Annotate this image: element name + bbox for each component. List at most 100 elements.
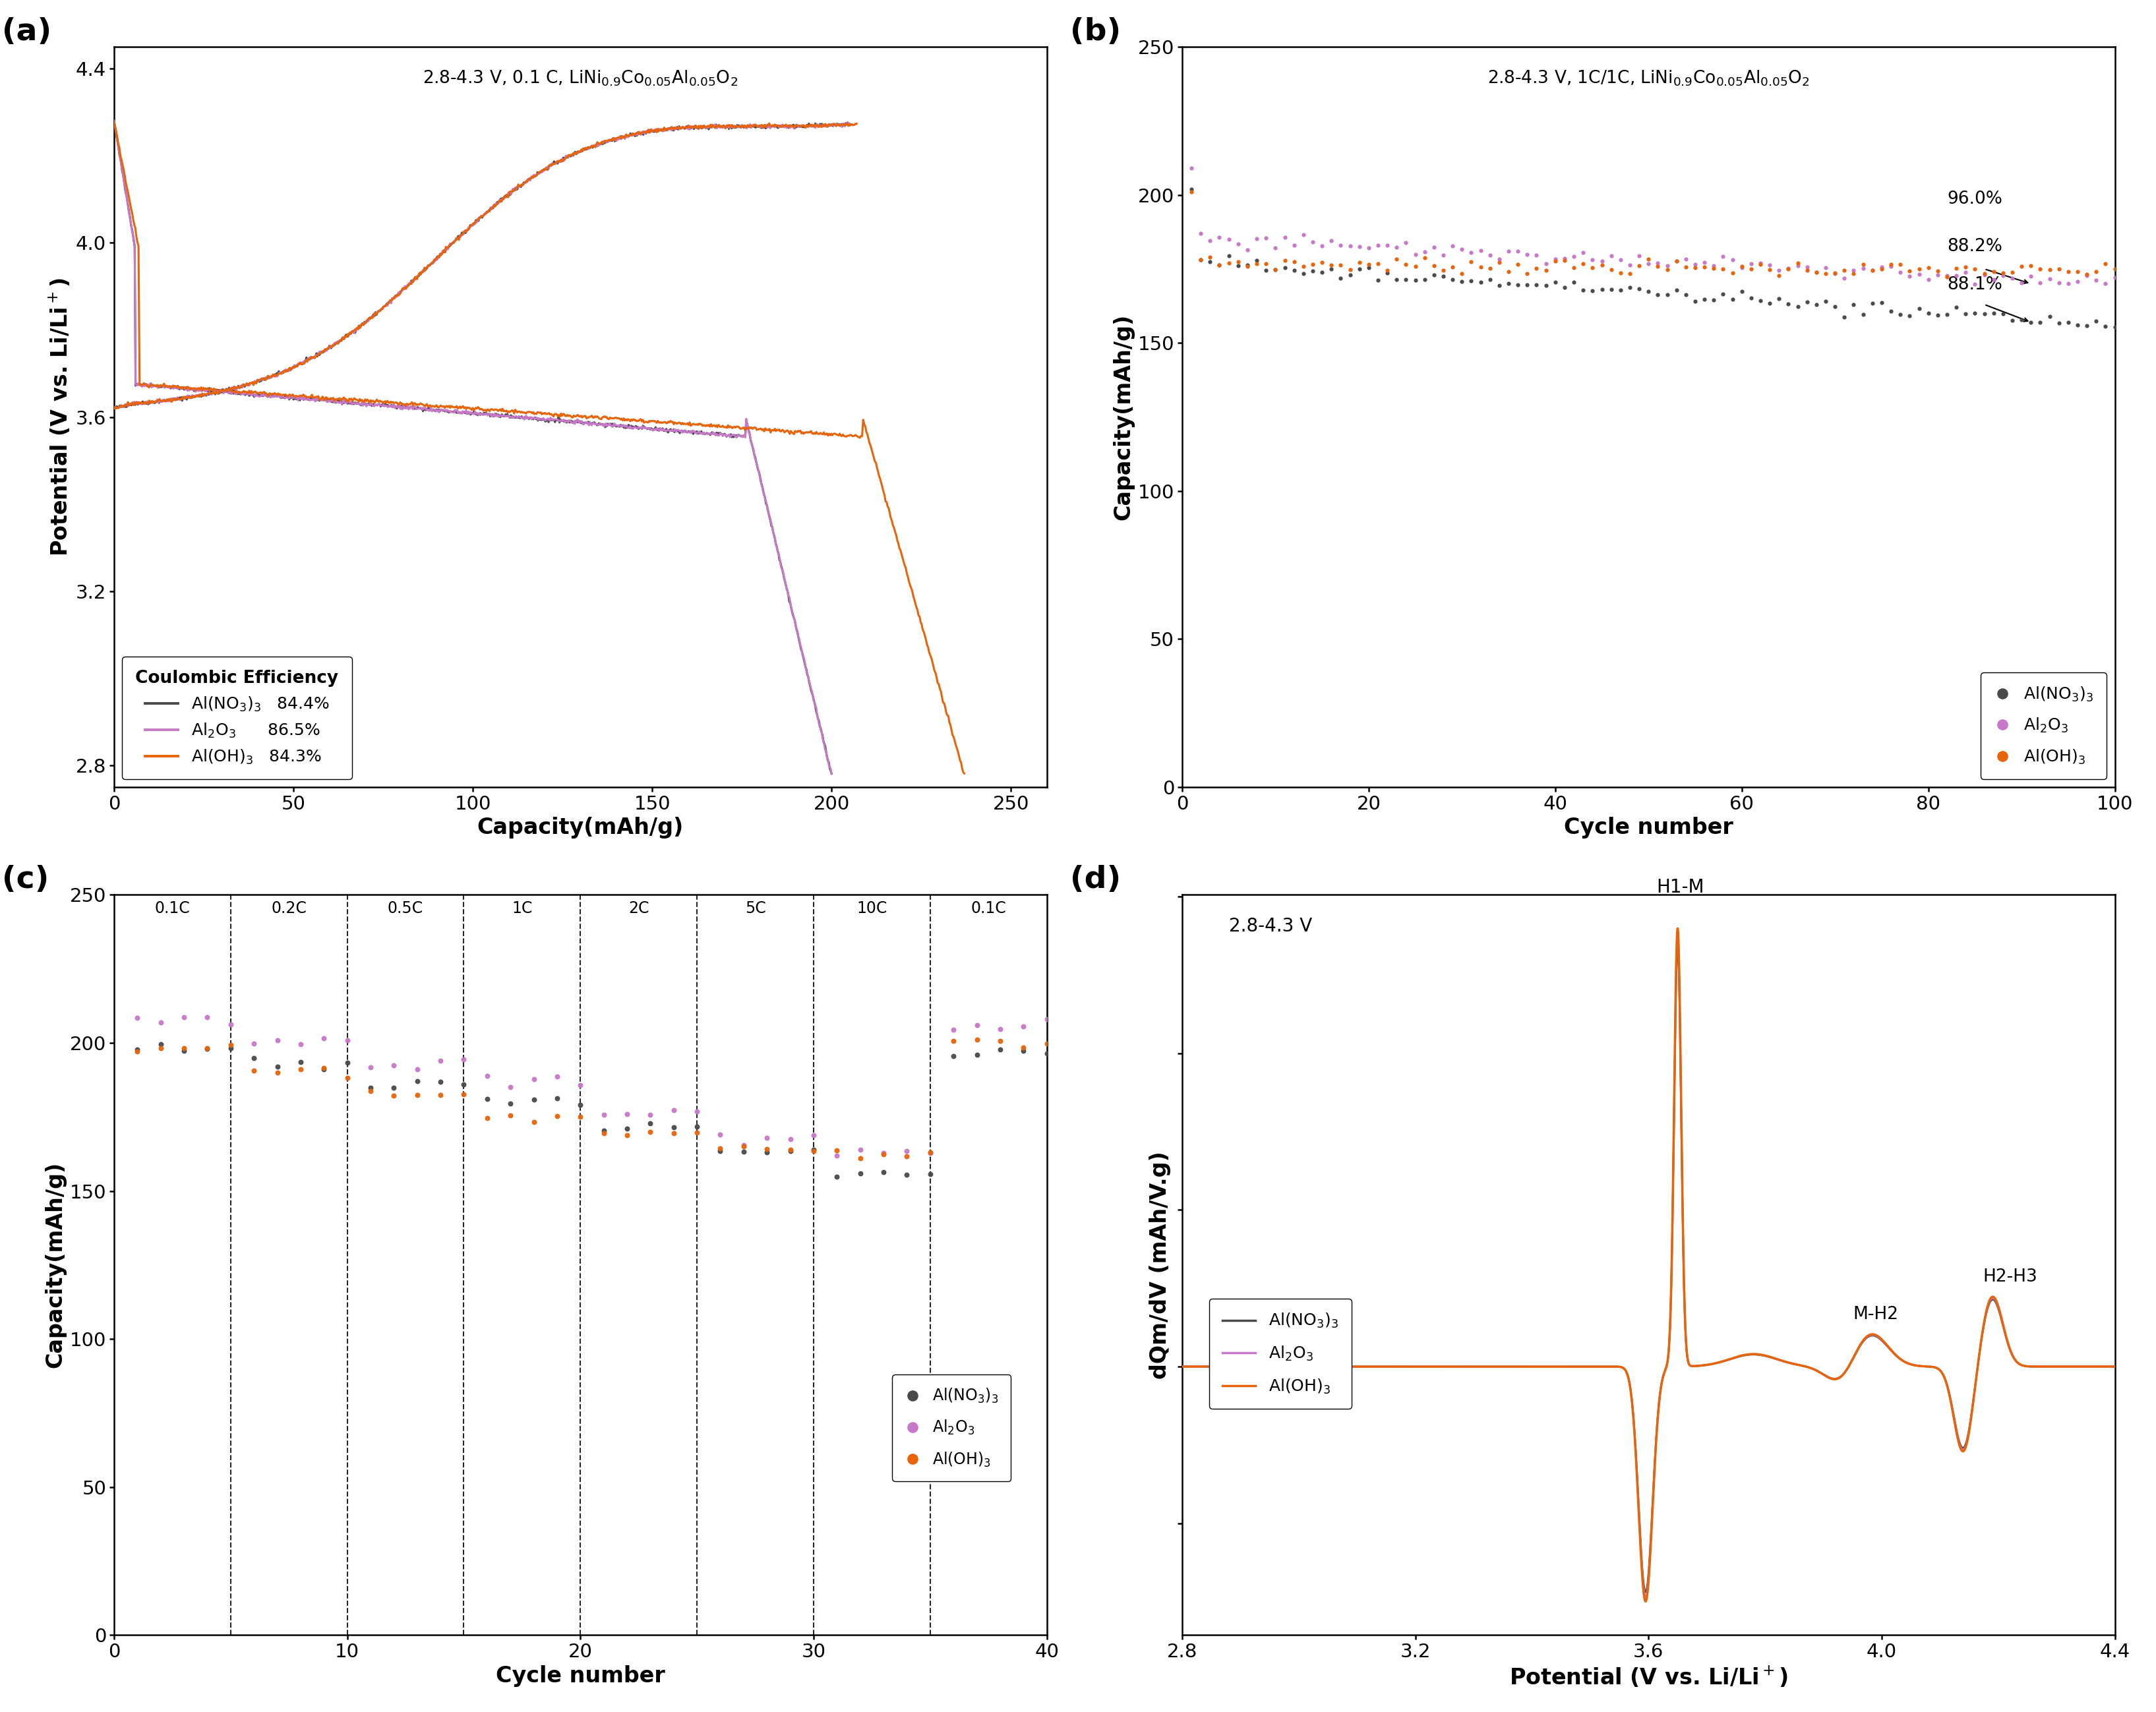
Point [1930,264,1964,291]
Point [1846,255,1880,282]
Point [1220,248,1255,276]
Point [144,1034,179,1061]
Point [867,1140,901,1168]
Point [539,1085,573,1113]
Point [1481,248,1516,276]
Point [1593,276,1628,303]
Point [1360,250,1395,277]
Point [2089,270,2124,298]
Point [750,1135,785,1162]
Point [1809,288,1843,315]
Point [610,1121,645,1149]
Point [750,1125,785,1152]
Point [1753,252,1787,279]
Point [1938,293,1973,320]
Point [1641,281,1675,308]
Point [1276,248,1311,276]
Text: 2.8-4.3 V: 2.8-4.3 V [1229,918,1313,935]
Point [1360,231,1395,259]
Point [1576,277,1611,305]
Point [1509,260,1544,288]
Point [610,1101,645,1128]
Point [2098,255,2132,282]
Point [2070,262,2104,289]
Point [1557,243,1591,270]
Point [1565,240,1600,267]
Point [399,1067,433,1094]
Point [774,1137,808,1164]
Point [1893,257,1927,284]
Point [1416,235,1451,262]
Point [1818,260,1852,288]
Point [1649,255,1684,282]
Text: 88.1%: 88.1% [1947,276,2003,294]
Point [610,1115,645,1142]
Point [2033,265,2068,293]
Y-axis label: Potential (V vs. Li/Li$^+$): Potential (V vs. Li/Li$^+$) [47,277,71,556]
Point [1031,1031,1065,1058]
Point [144,1008,179,1036]
Point [1397,240,1432,267]
Point [1949,253,1984,281]
Point [563,1072,597,1099]
Point [634,1118,668,1145]
Point [1453,240,1488,267]
Point [912,1138,946,1166]
X-axis label: Cycle number: Cycle number [496,1666,664,1686]
Point [1621,274,1656,301]
Point [843,1135,877,1162]
Point [1705,243,1740,270]
Point [1744,250,1779,277]
Point [1949,300,1984,327]
Point [1296,257,1330,284]
Point [1826,264,1861,291]
Point [261,1027,295,1055]
Point [1501,238,1535,265]
Point [1744,250,1779,277]
Point [1613,252,1647,279]
Point [1304,233,1339,260]
Point [1175,154,1210,181]
Point [1529,250,1563,277]
Point [1874,253,1908,281]
Point [1632,277,1667,305]
Point [1910,253,1945,281]
Point [190,1036,224,1063]
Point [1259,255,1294,282]
Point [1585,248,1619,276]
Point [190,1034,224,1061]
Point [796,1137,830,1164]
Point [843,1145,877,1173]
Point [1910,265,1945,293]
Point [1716,286,1751,313]
Point [1621,243,1656,270]
Text: H1-M: H1-M [1656,878,1705,897]
Point [166,1034,201,1061]
Point [1397,253,1432,281]
Point [1697,255,1731,282]
Point [2078,259,2113,286]
Point [959,1041,994,1068]
Point [1537,269,1572,296]
Point [1770,255,1805,282]
Point [2005,306,2040,334]
Point [1481,272,1516,300]
Legend: Al(NO$_3$)$_3$, Al$_2$O$_3$, Al(OH)$_3$: Al(NO$_3$)$_3$, Al$_2$O$_3$, Al(OH)$_3$ [1210,1299,1352,1409]
Point [1977,300,2012,327]
Point [377,1082,412,1109]
Point [1473,241,1507,269]
Point [1240,224,1274,252]
Point [1416,262,1451,289]
Point [1408,238,1442,265]
Point [1445,267,1479,294]
Point [1537,248,1572,276]
Point [1324,252,1358,279]
Point [1315,255,1350,282]
Point [1649,252,1684,279]
Point [1593,255,1628,282]
Point [306,1056,341,1084]
Point [166,1037,201,1065]
Point [1296,228,1330,255]
Point [121,1037,155,1065]
Point [1994,259,2029,286]
